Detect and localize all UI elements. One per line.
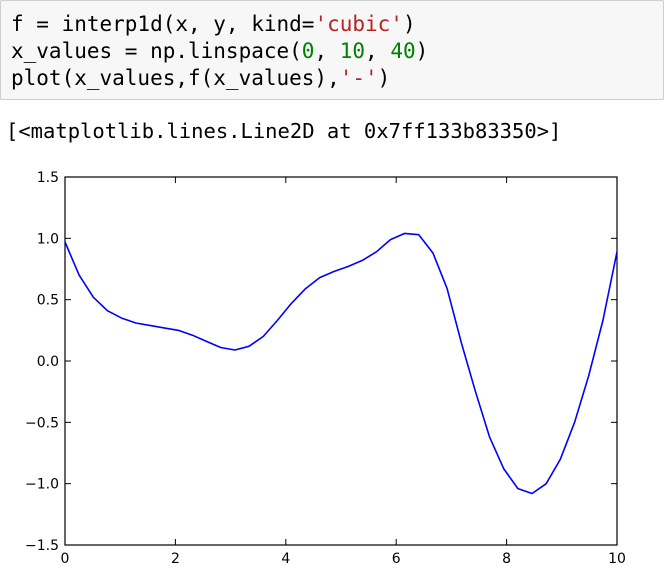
line-plot: 0 2 4 6 8 10 −1.5 −1.0 −0.5 0.0 0.5 1.0 1.5 xyxy=(25,170,626,567)
code-text: ) xyxy=(402,12,416,36)
x-tick-label: 8 xyxy=(502,551,511,567)
y-tick-label: 0.5 xyxy=(37,293,59,309)
plot-frame xyxy=(64,176,618,546)
code-text: f = interp1d(x, y, kind= xyxy=(11,12,315,36)
y-tick-label: −0.5 xyxy=(25,415,59,431)
output-text: [<matplotlib.lines.Line2D at 0x7ff133b83… xyxy=(6,119,562,143)
code-string: '-' xyxy=(339,66,378,90)
x-tick-label: 4 xyxy=(281,551,290,567)
code-text: plot(x_values,f(x_values), xyxy=(11,66,340,90)
code-line-2: x_values = np.linspace(0, 10, 40) xyxy=(11,38,653,65)
y-tick-label: −1.0 xyxy=(25,477,59,493)
code-text: ) xyxy=(377,66,391,90)
code-number: 0 xyxy=(301,39,315,63)
code-text: x_values = np.linspace( xyxy=(11,39,302,63)
code-string: 'cubic' xyxy=(314,12,403,36)
y-tick-label: 1.0 xyxy=(37,231,59,247)
y-tick-label: 0.0 xyxy=(37,354,59,370)
code-text: , xyxy=(365,39,391,63)
y-tick-label: −1.5 xyxy=(25,538,59,554)
x-tick-label: 10 xyxy=(608,551,626,567)
code-text: , xyxy=(314,39,340,63)
series-line xyxy=(64,232,618,495)
x-tick-label: 6 xyxy=(392,551,401,567)
code-number: 10 xyxy=(339,39,366,63)
x-tick-label: 2 xyxy=(171,551,180,567)
y-tick-label: 1.5 xyxy=(37,170,59,186)
code-line-3: plot(x_values,f(x_values),'-') xyxy=(11,65,653,92)
code-text: ) xyxy=(415,39,429,63)
code-line-1: f = interp1d(x, y, kind='cubic') xyxy=(11,11,653,38)
code-number: 40 xyxy=(390,39,416,63)
x-tick-label: 0 xyxy=(61,551,70,567)
code-cell[interactable]: f = interp1d(x, y, kind='cubic') x_value… xyxy=(0,0,664,100)
